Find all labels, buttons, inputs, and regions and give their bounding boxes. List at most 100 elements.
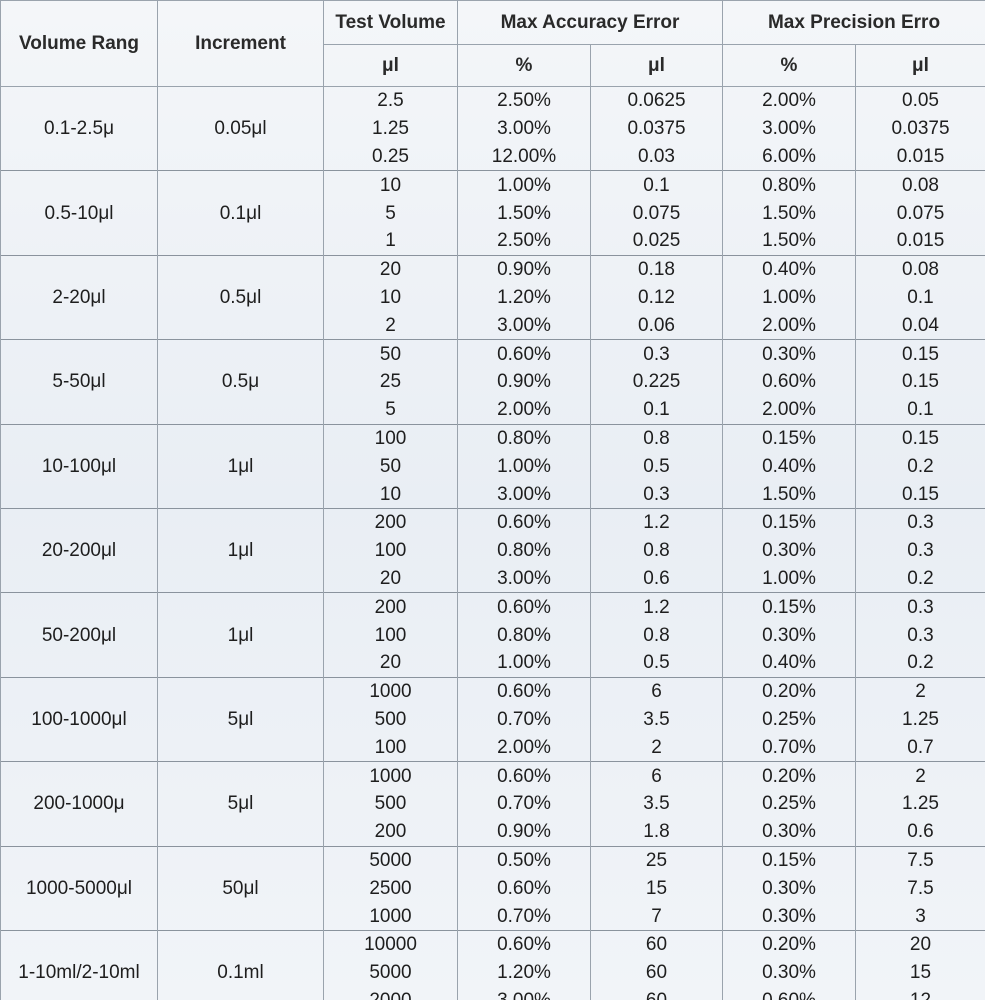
increment-cell: 0.1ml: [157, 929, 324, 1000]
increment-cell: 0.05μl: [157, 85, 324, 171]
value-cell: 1000: [323, 676, 458, 706]
value-cell: 0.3: [855, 592, 985, 622]
unit-cell: %: [457, 44, 591, 87]
data-row: 50 1.00% 0.5 0.40% 0.2: [1, 452, 985, 481]
data-row: 25 0.90% 0.225 0.60% 0.15: [1, 367, 985, 396]
value-cell: 0.30%: [722, 874, 856, 903]
value-cell: 3.00%: [457, 311, 591, 340]
value-cell: 0.70%: [457, 902, 591, 931]
value-cell: 12.00%: [457, 142, 591, 171]
range-cell: 2-20μl: [0, 254, 158, 340]
value-cell: 0.3: [855, 507, 985, 537]
value-cell: 0.40%: [722, 452, 856, 481]
value-cell: 0.80%: [457, 536, 591, 565]
data-row: 50-200μl 1μl 200 0.60% 1.2 0.15% 0.3: [0, 592, 985, 678]
increment-cell: 0.1μl: [157, 170, 324, 256]
value-cell: 0.30%: [722, 536, 856, 565]
data-row: 500 0.70% 3.5 0.25% 1.25: [1, 789, 985, 818]
value-cell: 20: [323, 648, 458, 678]
value-cell: 0.90%: [457, 817, 591, 847]
value-cell: 0.40%: [722, 254, 856, 284]
value-cell: 7: [590, 902, 723, 931]
value-cell: 0.08: [855, 254, 985, 284]
value-cell: 10: [323, 283, 458, 312]
value-cell: 0.70%: [722, 733, 856, 762]
data-row: 5000 1.20% 60 0.30% 15: [1, 958, 985, 987]
value-cell: 2: [323, 311, 458, 340]
unit-cell: %: [722, 44, 856, 87]
value-cell: 200: [323, 507, 458, 537]
value-cell: 2: [855, 761, 985, 790]
data-row: 100 2.00% 2 0.70% 0.7: [1, 733, 985, 762]
value-cell: 0.15: [855, 367, 985, 396]
value-cell: 10000: [323, 929, 458, 959]
value-cell: 0.60%: [722, 367, 856, 396]
value-cell: 100: [323, 423, 458, 453]
value-cell: 25: [590, 845, 723, 875]
value-cell: 3.5: [590, 705, 723, 734]
value-cell: 7.5: [855, 874, 985, 903]
data-row: 0.1-2.5μ 0.05μl 2.5 2.50% 0.0625 2.00% 0.05: [0, 85, 985, 171]
value-cell: 0.20%: [722, 761, 856, 790]
value-cell: 1.2: [590, 507, 723, 537]
value-cell: 0.70%: [457, 789, 591, 818]
value-cell: 20: [323, 254, 458, 284]
value-cell: 0.7: [855, 733, 985, 762]
value-cell: 0.8: [590, 536, 723, 565]
value-cell: 0.60%: [457, 874, 591, 903]
data-row: 200-1000μ 5μl 1000 0.60% 6 0.20% 2: [0, 761, 985, 847]
data-row: 20 3.00% 0.6 1.00% 0.2: [1, 564, 985, 593]
data-row: 1-10ml/2-10ml 0.1ml 10000 0.60% 60 0.20% 20: [0, 929, 985, 1000]
header-row: Volume Rang Increment Test Volume Max Ac…: [0, 0, 985, 87]
value-cell: 5: [323, 199, 458, 227]
value-cell: 2: [590, 733, 723, 762]
value-cell: 200: [323, 592, 458, 622]
value-cell: 1.2: [590, 592, 723, 622]
value-cell: 0.30%: [722, 621, 856, 649]
value-cell: 0.30%: [722, 958, 856, 987]
range-cell: 1-10ml/2-10ml: [0, 929, 158, 1000]
value-cell: 20: [323, 564, 458, 593]
value-cell: 5: [323, 395, 458, 425]
value-cell: 0.0375: [590, 114, 723, 143]
value-cell: 0.60%: [722, 986, 856, 1000]
data-row: 5 2.00% 0.1 2.00% 0.1: [1, 395, 985, 425]
value-cell: 0.40%: [722, 648, 856, 678]
value-cell: 3: [855, 902, 985, 931]
value-cell: 0.30%: [722, 339, 856, 368]
value-cell: 60: [590, 986, 723, 1000]
header-cell: Max Precision Erro: [722, 0, 985, 45]
value-cell: 0.60%: [457, 929, 591, 959]
value-cell: 0.15%: [722, 845, 856, 875]
value-cell: 0.25%: [722, 789, 856, 818]
value-cell: 1.25: [323, 114, 458, 143]
value-cell: 2.00%: [722, 395, 856, 425]
value-cell: 3.00%: [457, 986, 591, 1000]
data-row: 10 1.20% 0.12 1.00% 0.1: [1, 283, 985, 312]
value-cell: 2.5: [323, 85, 458, 115]
value-cell: 0.70%: [457, 705, 591, 734]
value-cell: 0.08: [855, 170, 985, 200]
unit-cell: μl: [323, 44, 458, 87]
value-cell: 0.6: [855, 817, 985, 847]
value-cell: 0.30%: [722, 817, 856, 847]
value-cell: 0.05: [855, 85, 985, 115]
increment-cell: 1μl: [157, 592, 324, 678]
value-cell: 2500: [323, 874, 458, 903]
value-cell: 0.20%: [722, 676, 856, 706]
value-cell: 2.00%: [457, 733, 591, 762]
value-cell: 0.5: [590, 648, 723, 678]
value-cell: 0.20%: [722, 929, 856, 959]
value-cell: 0.60%: [457, 676, 591, 706]
value-cell: 1.00%: [457, 648, 591, 678]
value-cell: 2.50%: [457, 226, 591, 256]
value-cell: 0.3: [590, 480, 723, 509]
value-cell: 0.15: [855, 480, 985, 509]
value-cell: 0.60%: [457, 592, 591, 622]
value-cell: 1.50%: [722, 226, 856, 256]
value-cell: 1.00%: [722, 564, 856, 593]
value-cell: 0.2: [855, 564, 985, 593]
value-cell: 0.5: [590, 452, 723, 481]
value-cell: 0.90%: [457, 367, 591, 396]
